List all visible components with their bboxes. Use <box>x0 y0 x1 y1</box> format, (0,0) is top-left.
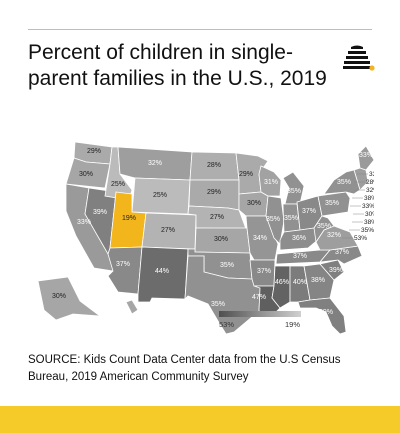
top-rule <box>28 29 372 30</box>
state-shape-fl <box>297 297 347 335</box>
state-label-tx: 35% <box>211 301 225 308</box>
state-label-ia: 30% <box>247 200 261 207</box>
state-label-wy: 25% <box>153 192 167 199</box>
state-label-ks: 30% <box>214 236 228 243</box>
state-label-mt: 32% <box>148 160 162 167</box>
state-label-ak: 30% <box>52 293 66 300</box>
state-shape-ak <box>37 276 102 321</box>
state-label-ar: 37% <box>257 268 271 275</box>
beehive-logo-icon <box>343 45 375 71</box>
legend-gradient-bar <box>219 311 301 317</box>
state-label-me: 33% <box>359 152 373 159</box>
callout-label-ri: 38% <box>364 195 374 202</box>
state-shape-ny <box>323 169 361 195</box>
state-label-nc: 37% <box>335 249 349 256</box>
state-label-or: 30% <box>79 171 93 178</box>
state-label-ny: 35% <box>337 179 351 186</box>
state-label-ok: 35% <box>220 262 234 269</box>
state-shape-or <box>65 157 111 189</box>
state-label-nv: 39% <box>93 209 107 216</box>
legend-min-label: 53% <box>219 320 235 329</box>
callout-label-dc: 53% <box>354 235 367 242</box>
state-label-mo: 34% <box>253 235 267 242</box>
callout-label-ct: 33% <box>362 203 374 210</box>
callout-label-de: 38% <box>364 219 374 226</box>
state-label-in: 35% <box>284 215 298 222</box>
state-label-ky: 36% <box>292 235 306 242</box>
callout-label-nh: 33% <box>369 171 374 178</box>
state-label-mn: 29% <box>239 171 253 178</box>
state-label-fl: 39% <box>319 309 333 316</box>
state-label-mi: 35% <box>287 188 301 195</box>
us-choropleth-map: 29% 30% 33% 39% 25% 32% 25% 19% 37% 27% 44% 28% 29% 2… <box>28 136 374 336</box>
state-label-ne: 27% <box>210 214 224 221</box>
callout-label-md: 35% <box>361 227 374 234</box>
state-label-wa: 29% <box>87 148 101 155</box>
state-label-tn: 37% <box>293 253 307 260</box>
state-shape-me <box>357 145 374 171</box>
state-label-va: 32% <box>327 232 341 239</box>
state-label-ga: 38% <box>311 277 325 284</box>
state-label-sc: 39% <box>329 267 343 274</box>
callout-label-vt: 28% <box>366 179 374 186</box>
state-shape-hi <box>125 299 139 315</box>
state-label-al: 40% <box>293 279 307 286</box>
state-label-la: 47% <box>252 294 266 301</box>
state-label-ca: 33% <box>77 219 91 226</box>
state-shape-ms <box>271 265 291 309</box>
callout-label-nj: 30% <box>365 211 374 218</box>
state-label-nm: 44% <box>155 268 169 275</box>
state-label-az: 37% <box>116 261 130 268</box>
page-title: Percent of children in single-parent fam… <box>28 41 327 90</box>
callout-label-ma: 32% <box>366 187 374 194</box>
accent-footer-bar <box>0 406 400 433</box>
state-shape-wi <box>258 165 282 197</box>
state-label-id: 25% <box>111 181 125 188</box>
state-label-pa: 35% <box>325 200 339 207</box>
state-label-co: 27% <box>161 227 175 234</box>
state-label-wv: 35% <box>317 223 331 230</box>
legend-max-label: 19% <box>285 320 301 329</box>
state-shape-sc <box>319 259 345 281</box>
state-label-nd: 28% <box>207 162 221 169</box>
state-label-wi: 31% <box>264 179 278 186</box>
state-shape-az <box>107 246 143 295</box>
state-label-il: 35% <box>266 216 280 223</box>
source-note: SOURCE: Kids Count Data Center data from… <box>28 354 341 383</box>
state-label-ms: 46% <box>275 279 289 286</box>
state-shape-nm <box>137 246 189 303</box>
state-shape-ga <box>303 263 335 301</box>
state-label-sd: 29% <box>207 189 221 196</box>
state-label-oh: 37% <box>302 208 316 215</box>
state-label-ut: 19% <box>122 215 136 222</box>
